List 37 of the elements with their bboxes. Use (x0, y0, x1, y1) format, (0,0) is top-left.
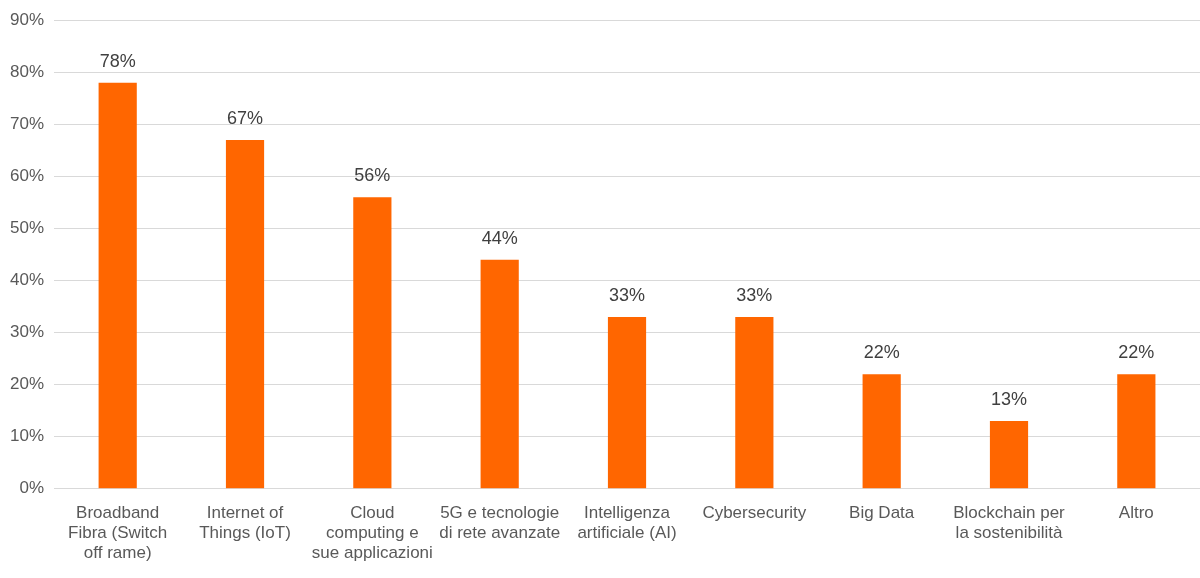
x-tick-label: Broadband Fibra (Switch off rame) (68, 502, 168, 563)
x-tick-label: Cloud computing e sue applicazioni (311, 502, 433, 563)
x-tick-label: Blockchain per la sostenibilità (953, 502, 1066, 543)
bar (1117, 374, 1156, 489)
data-label: 22% (863, 342, 900, 363)
bar (862, 374, 901, 489)
y-tick-label: 90% (9, 9, 45, 29)
x-tick-label: Altro (1118, 502, 1154, 522)
y-tick-label: 30% (9, 322, 45, 342)
y-tick-label: 0% (19, 478, 45, 498)
y-tick-label: 20% (9, 374, 45, 394)
y-tick-label: 60% (9, 166, 45, 186)
x-tick-label: Intelligenza artificiale (AI) (577, 502, 677, 543)
x-tick-label: Big Data (849, 502, 915, 522)
data-label: 56% (354, 165, 391, 186)
bar (353, 197, 392, 489)
bar (480, 259, 519, 489)
bar (735, 316, 774, 489)
bar (989, 421, 1029, 489)
bar (607, 316, 647, 489)
data-label: 33% (609, 284, 646, 305)
bar (98, 82, 137, 489)
x-tick-label: Cybersecurity (702, 502, 807, 522)
data-label: 67% (227, 107, 264, 128)
y-tick-label: 70% (9, 114, 45, 134)
y-tick-label: 40% (9, 270, 45, 290)
x-tick-label: Internet of Things (IoT) (199, 502, 291, 543)
y-tick-label: 50% (9, 218, 45, 238)
data-label: 44% (481, 227, 518, 248)
data-label: 22% (1118, 342, 1155, 363)
x-tick-label: 5G e tecnologie di rete avanzate (439, 502, 561, 543)
y-tick-label: 10% (9, 426, 45, 446)
y-tick-label: 80% (9, 61, 45, 81)
data-label: 33% (736, 284, 773, 305)
data-label: 13% (990, 389, 1028, 410)
bar (225, 139, 265, 489)
data-label: 78% (99, 50, 136, 71)
